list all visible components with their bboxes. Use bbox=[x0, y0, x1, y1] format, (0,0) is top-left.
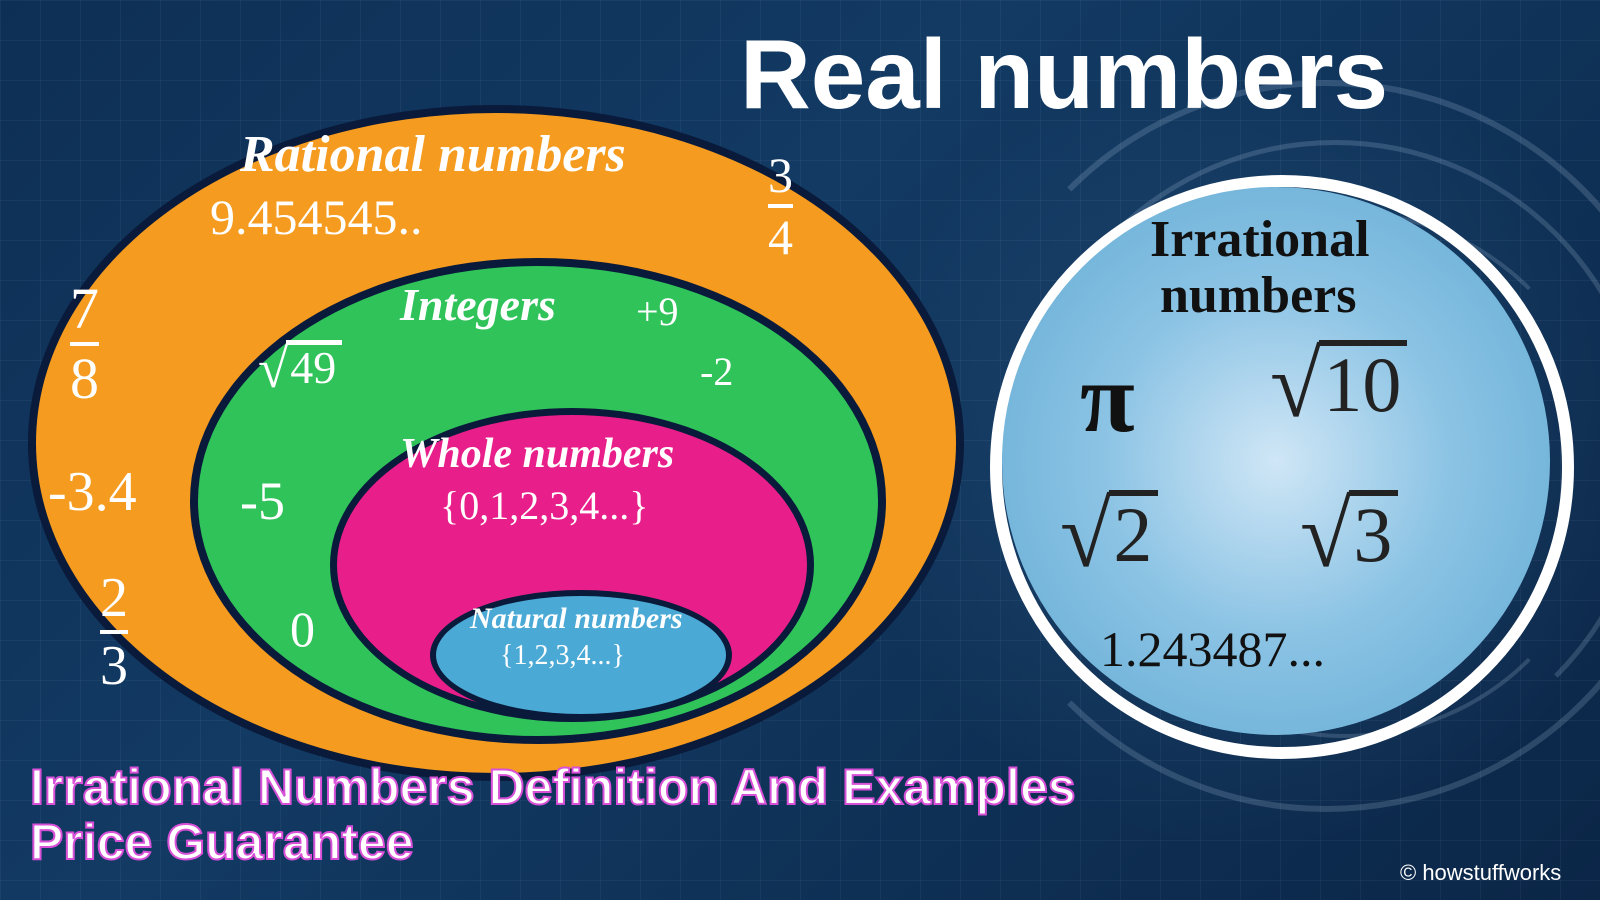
radicand: 49 bbox=[286, 340, 342, 391]
example-neg-3-4: -3.4 bbox=[48, 460, 137, 524]
example-sqrt-3: √ 3 bbox=[1300, 490, 1398, 574]
credit-text: © howstuffworks bbox=[1400, 860, 1561, 886]
frac-denominator: 3 bbox=[100, 638, 128, 694]
label-integers: Integers bbox=[400, 278, 556, 331]
frac-numerator: 2 bbox=[100, 570, 128, 626]
example-plus-9: +9 bbox=[636, 288, 679, 335]
example-repeating-decimal: 9.454545.. bbox=[210, 188, 423, 246]
example-neg-2: -2 bbox=[700, 348, 733, 395]
radicand: 10 bbox=[1319, 340, 1407, 424]
radical-icon: √ bbox=[1060, 499, 1111, 574]
frac-bar bbox=[100, 630, 128, 634]
bottom-caption: Irrational Numbers Definition And Exampl… bbox=[30, 760, 1076, 870]
example-sqrt-2: √ 2 bbox=[1060, 490, 1158, 574]
example-sqrt-10: √ 10 bbox=[1270, 340, 1407, 424]
radical-icon: √ bbox=[258, 347, 288, 391]
label-rational: Rational numbers bbox=[240, 125, 626, 184]
example-neg-5: -5 bbox=[240, 470, 285, 532]
label-whole: Whole numbers bbox=[400, 430, 674, 478]
frac-bar bbox=[768, 204, 793, 208]
diagram-canvas: Real numbers Rational numbers Integers W… bbox=[0, 0, 1600, 900]
example-irrational-decimal: 1.243487... bbox=[1100, 620, 1325, 678]
example-frac-7-8: 7 8 bbox=[70, 280, 99, 408]
frac-denominator: 4 bbox=[768, 212, 793, 262]
label-whole-set: {0,1,2,3,4...} bbox=[440, 482, 648, 529]
radicand: 3 bbox=[1349, 490, 1398, 574]
example-sqrt-49: √ 49 bbox=[258, 340, 342, 391]
label-natural-set: {1,2,3,4...} bbox=[500, 640, 625, 672]
radicand: 2 bbox=[1109, 490, 1158, 574]
frac-denominator: 8 bbox=[70, 350, 99, 408]
frac-numerator: 3 bbox=[768, 150, 793, 200]
example-frac-3-4: 3 4 bbox=[768, 150, 793, 262]
example-zero: 0 bbox=[290, 600, 315, 658]
label-irrational-line1: Irrational bbox=[1150, 210, 1370, 269]
label-irrational-line2: numbers bbox=[1160, 266, 1356, 325]
radical-icon: √ bbox=[1270, 349, 1321, 424]
radical-icon: √ bbox=[1300, 499, 1351, 574]
label-natural: Natural numbers bbox=[470, 602, 683, 636]
title-real-numbers: Real numbers bbox=[740, 18, 1388, 131]
example-frac-2-3: 2 3 bbox=[100, 570, 128, 694]
frac-numerator: 7 bbox=[70, 280, 99, 338]
example-pi: π bbox=[1080, 340, 1135, 455]
